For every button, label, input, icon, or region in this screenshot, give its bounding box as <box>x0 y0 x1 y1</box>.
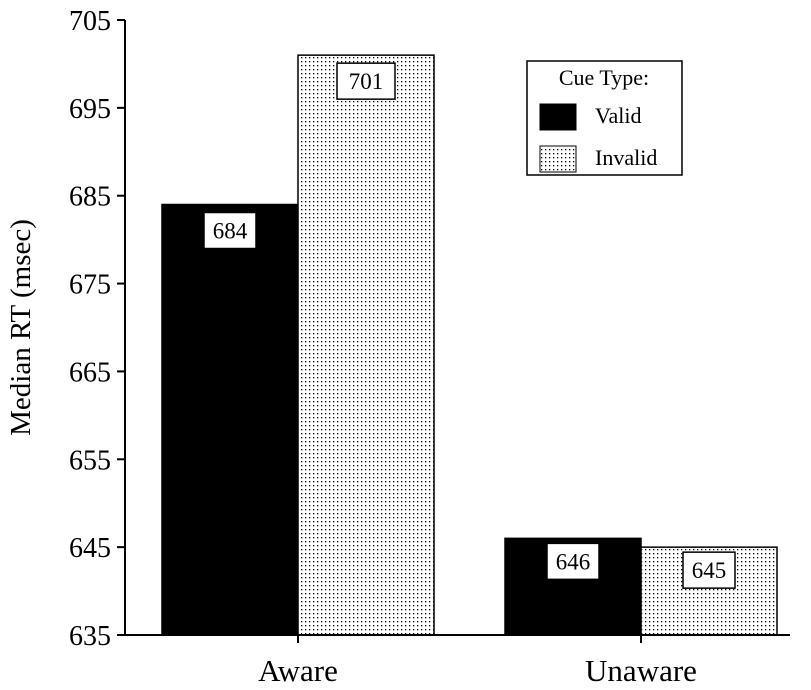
data-label-box <box>336 62 396 100</box>
data-label-box <box>203 211 257 250</box>
data-label: 645 <box>692 558 727 583</box>
legend: Cue Type: Valid Invalid <box>526 60 683 176</box>
y-axis-label: Median RT (msec) <box>5 219 37 436</box>
y-tick-label: 685 <box>69 182 111 213</box>
y-tick-label: 705 <box>69 6 111 37</box>
y-tick-label: 675 <box>69 270 111 301</box>
legend-swatch-invalid <box>539 145 577 173</box>
data-label: 684 <box>213 219 248 244</box>
data-label-box <box>546 542 600 581</box>
bar-invalid-aware <box>297 54 435 636</box>
y-tick-label: 655 <box>69 445 111 476</box>
y-tick-label: 635 <box>69 621 111 652</box>
y-axis-ticks: 635 645 655 665 675 685 695 705 <box>69 6 125 652</box>
y-tick-label: 695 <box>69 94 111 125</box>
data-label: 646 <box>556 549 591 574</box>
legend-label-invalid: Invalid <box>595 145 657 170</box>
bar-valid-aware <box>161 203 299 636</box>
y-tick-label: 645 <box>69 533 111 564</box>
data-labels: 684 701 646 645 <box>203 62 736 589</box>
legend-title: Cue Type: <box>559 65 649 90</box>
legend-label-valid: Valid <box>595 103 641 128</box>
data-label: 701 <box>349 69 384 94</box>
legend-swatch-valid <box>539 103 577 131</box>
bars <box>161 54 778 636</box>
category-label-unaware: Unaware <box>585 653 697 688</box>
x-axis-categories: Aware Unaware <box>258 635 697 688</box>
y-tick-label: 665 <box>69 357 111 388</box>
category-label-aware: Aware <box>258 653 338 688</box>
data-label-box <box>682 551 736 589</box>
